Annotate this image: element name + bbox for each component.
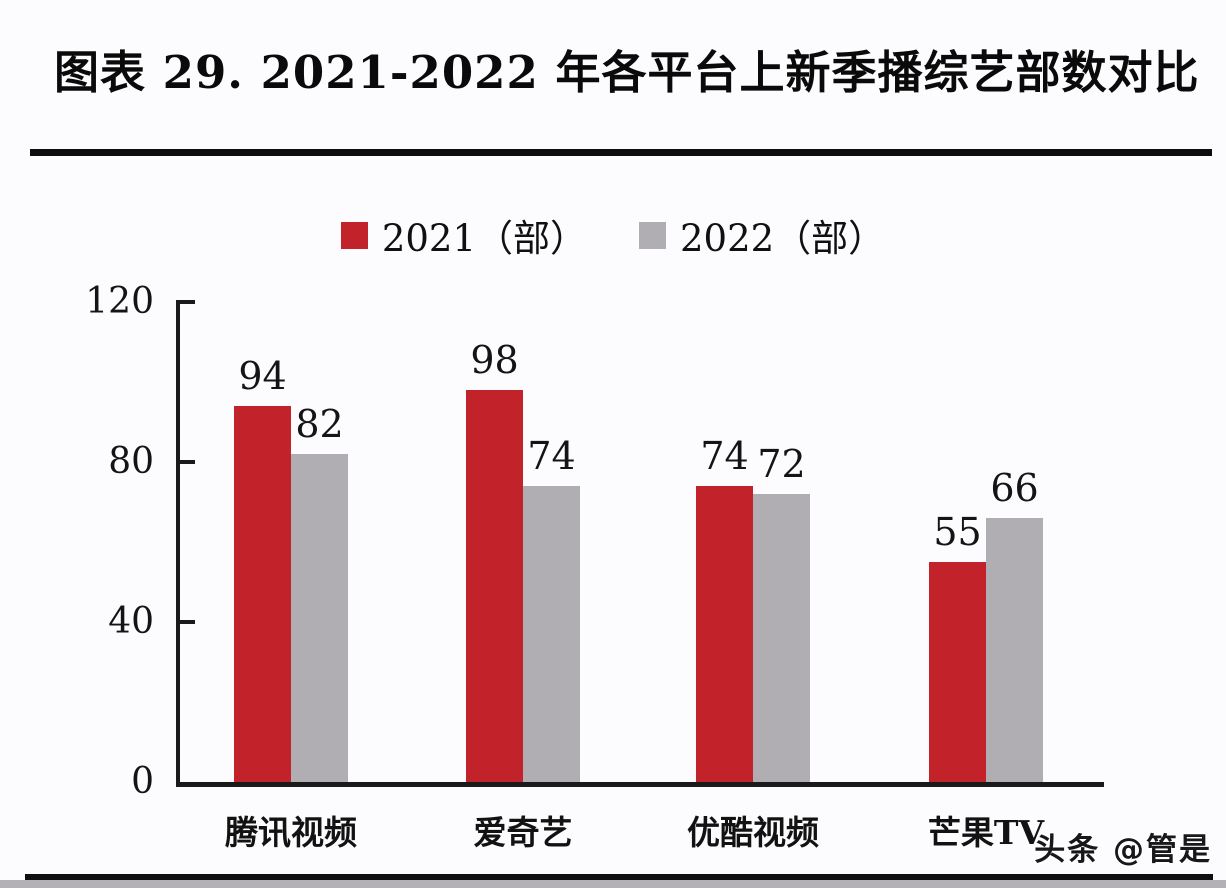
bar-value-label: 66 bbox=[990, 466, 1039, 510]
y-axis-tick-label: 80 bbox=[108, 441, 154, 482]
chart-legend: 2021（部） 2022（部） bbox=[0, 208, 1226, 262]
y-axis-tick-label: 0 bbox=[131, 761, 154, 802]
bar-value-label: 55 bbox=[933, 510, 982, 554]
bar-value-label: 74 bbox=[527, 434, 576, 478]
x-axis-line bbox=[176, 782, 1104, 787]
bar-value-label: 72 bbox=[757, 442, 806, 486]
bar-2022-1 bbox=[523, 486, 580, 782]
bar-2021-2 bbox=[696, 486, 753, 782]
y-axis-line bbox=[176, 300, 180, 786]
bar-2022-0 bbox=[291, 454, 348, 782]
bar-value-label: 82 bbox=[295, 402, 344, 446]
x-category-label: 爱奇艺 bbox=[473, 813, 573, 852]
legend-item: 2022（部） bbox=[639, 208, 885, 262]
bar-value-label: 94 bbox=[238, 354, 287, 398]
y-axis-tick-label: 40 bbox=[108, 601, 154, 642]
legend-swatch-2021 bbox=[340, 221, 368, 249]
y-axis-tick bbox=[178, 460, 195, 464]
bar-value-label: 74 bbox=[700, 434, 749, 478]
watermark-text: 头条 @管是 bbox=[1034, 832, 1212, 868]
page-bottom-strip bbox=[0, 880, 1226, 888]
legend-label: 2021（部） bbox=[381, 217, 587, 260]
bottom-divider-rule bbox=[25, 874, 1213, 880]
bar-2021-0 bbox=[234, 406, 291, 782]
legend-label: 2022（部） bbox=[680, 217, 886, 260]
bar-2021-1 bbox=[466, 390, 523, 782]
x-category-label: 优酷视频 bbox=[687, 813, 819, 852]
legend-swatch-2022 bbox=[639, 221, 666, 249]
y-axis-tick bbox=[178, 620, 195, 624]
x-category-label: 芒果TV bbox=[927, 813, 1045, 852]
title-divider-rule bbox=[30, 149, 1212, 156]
y-axis-tick-label: 120 bbox=[85, 281, 154, 322]
bar-2021-3 bbox=[929, 562, 986, 782]
x-category-label: 腾讯视频 bbox=[225, 813, 357, 852]
bar-2022-3 bbox=[986, 518, 1043, 782]
chart-title: 图表 29. 2021-2022 年各平台上新季播综艺部数对比 bbox=[54, 46, 1200, 99]
bar-value-label: 98 bbox=[470, 338, 519, 382]
bar-2022-2 bbox=[753, 494, 810, 782]
y-axis-tick bbox=[178, 300, 195, 304]
legend-item: 2021（部） bbox=[340, 208, 587, 262]
